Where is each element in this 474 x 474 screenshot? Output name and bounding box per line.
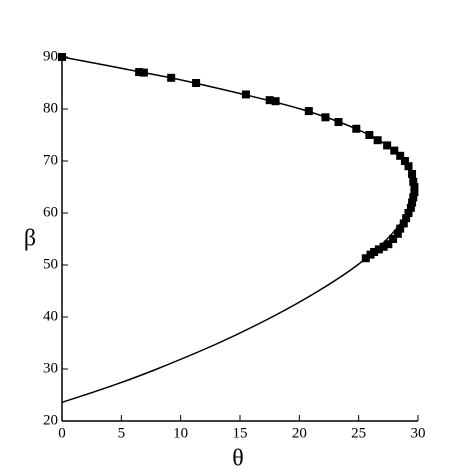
curve: [61, 56, 417, 403]
marker: [366, 250, 375, 259]
marker: [408, 198, 417, 207]
marker: [396, 151, 405, 160]
x-tick-label: 20: [292, 425, 307, 441]
marker: [408, 170, 417, 178]
marker: [396, 224, 405, 233]
marker: [384, 240, 393, 249]
marker: [404, 209, 413, 217]
marker: [393, 229, 402, 238]
marker: [139, 68, 148, 77]
marker: [352, 124, 361, 133]
y-tick-label: 30: [43, 360, 58, 376]
marker: [399, 219, 408, 228]
marker: [241, 90, 250, 99]
marker: [365, 131, 374, 139]
y-tick-label: 50: [43, 256, 58, 272]
marker: [321, 113, 330, 122]
x-tick-label: 0: [58, 425, 66, 441]
x-tick-label: 30: [411, 425, 426, 441]
y-tick-label: 20: [43, 412, 58, 428]
marker: [304, 107, 313, 116]
marker: [167, 73, 176, 82]
marker: [400, 157, 409, 165]
marker: [361, 254, 370, 263]
marker: [58, 53, 66, 61]
x-tick-label: 25: [351, 425, 366, 441]
marker: [409, 193, 418, 202]
y-tick-label: 40: [43, 308, 58, 324]
marker: [379, 242, 388, 251]
marker: [402, 214, 411, 223]
marker: [271, 97, 280, 106]
y-tick-label: 70: [43, 152, 58, 168]
x-tick-label: 5: [118, 425, 126, 441]
marker: [192, 79, 201, 87]
marker: [374, 245, 383, 254]
marker: [383, 141, 392, 150]
marker: [334, 118, 343, 126]
marker: [404, 162, 413, 171]
y-tick-label: 80: [43, 100, 58, 116]
marker: [389, 235, 398, 243]
marker: [409, 177, 418, 186]
x-tick-label: 15: [233, 425, 248, 441]
y-axis-title: β: [24, 226, 36, 252]
marker: [410, 183, 419, 191]
y-tick-label: 90: [43, 48, 58, 64]
x-axis-title: θ: [232, 446, 244, 472]
marker: [265, 96, 274, 105]
marker: [406, 203, 415, 212]
y-tick-label: 60: [43, 204, 58, 220]
marker: [410, 188, 419, 197]
marker: [390, 146, 399, 155]
marker: [135, 68, 144, 77]
x-tick-label: 10: [173, 425, 188, 441]
marker: [373, 136, 382, 145]
